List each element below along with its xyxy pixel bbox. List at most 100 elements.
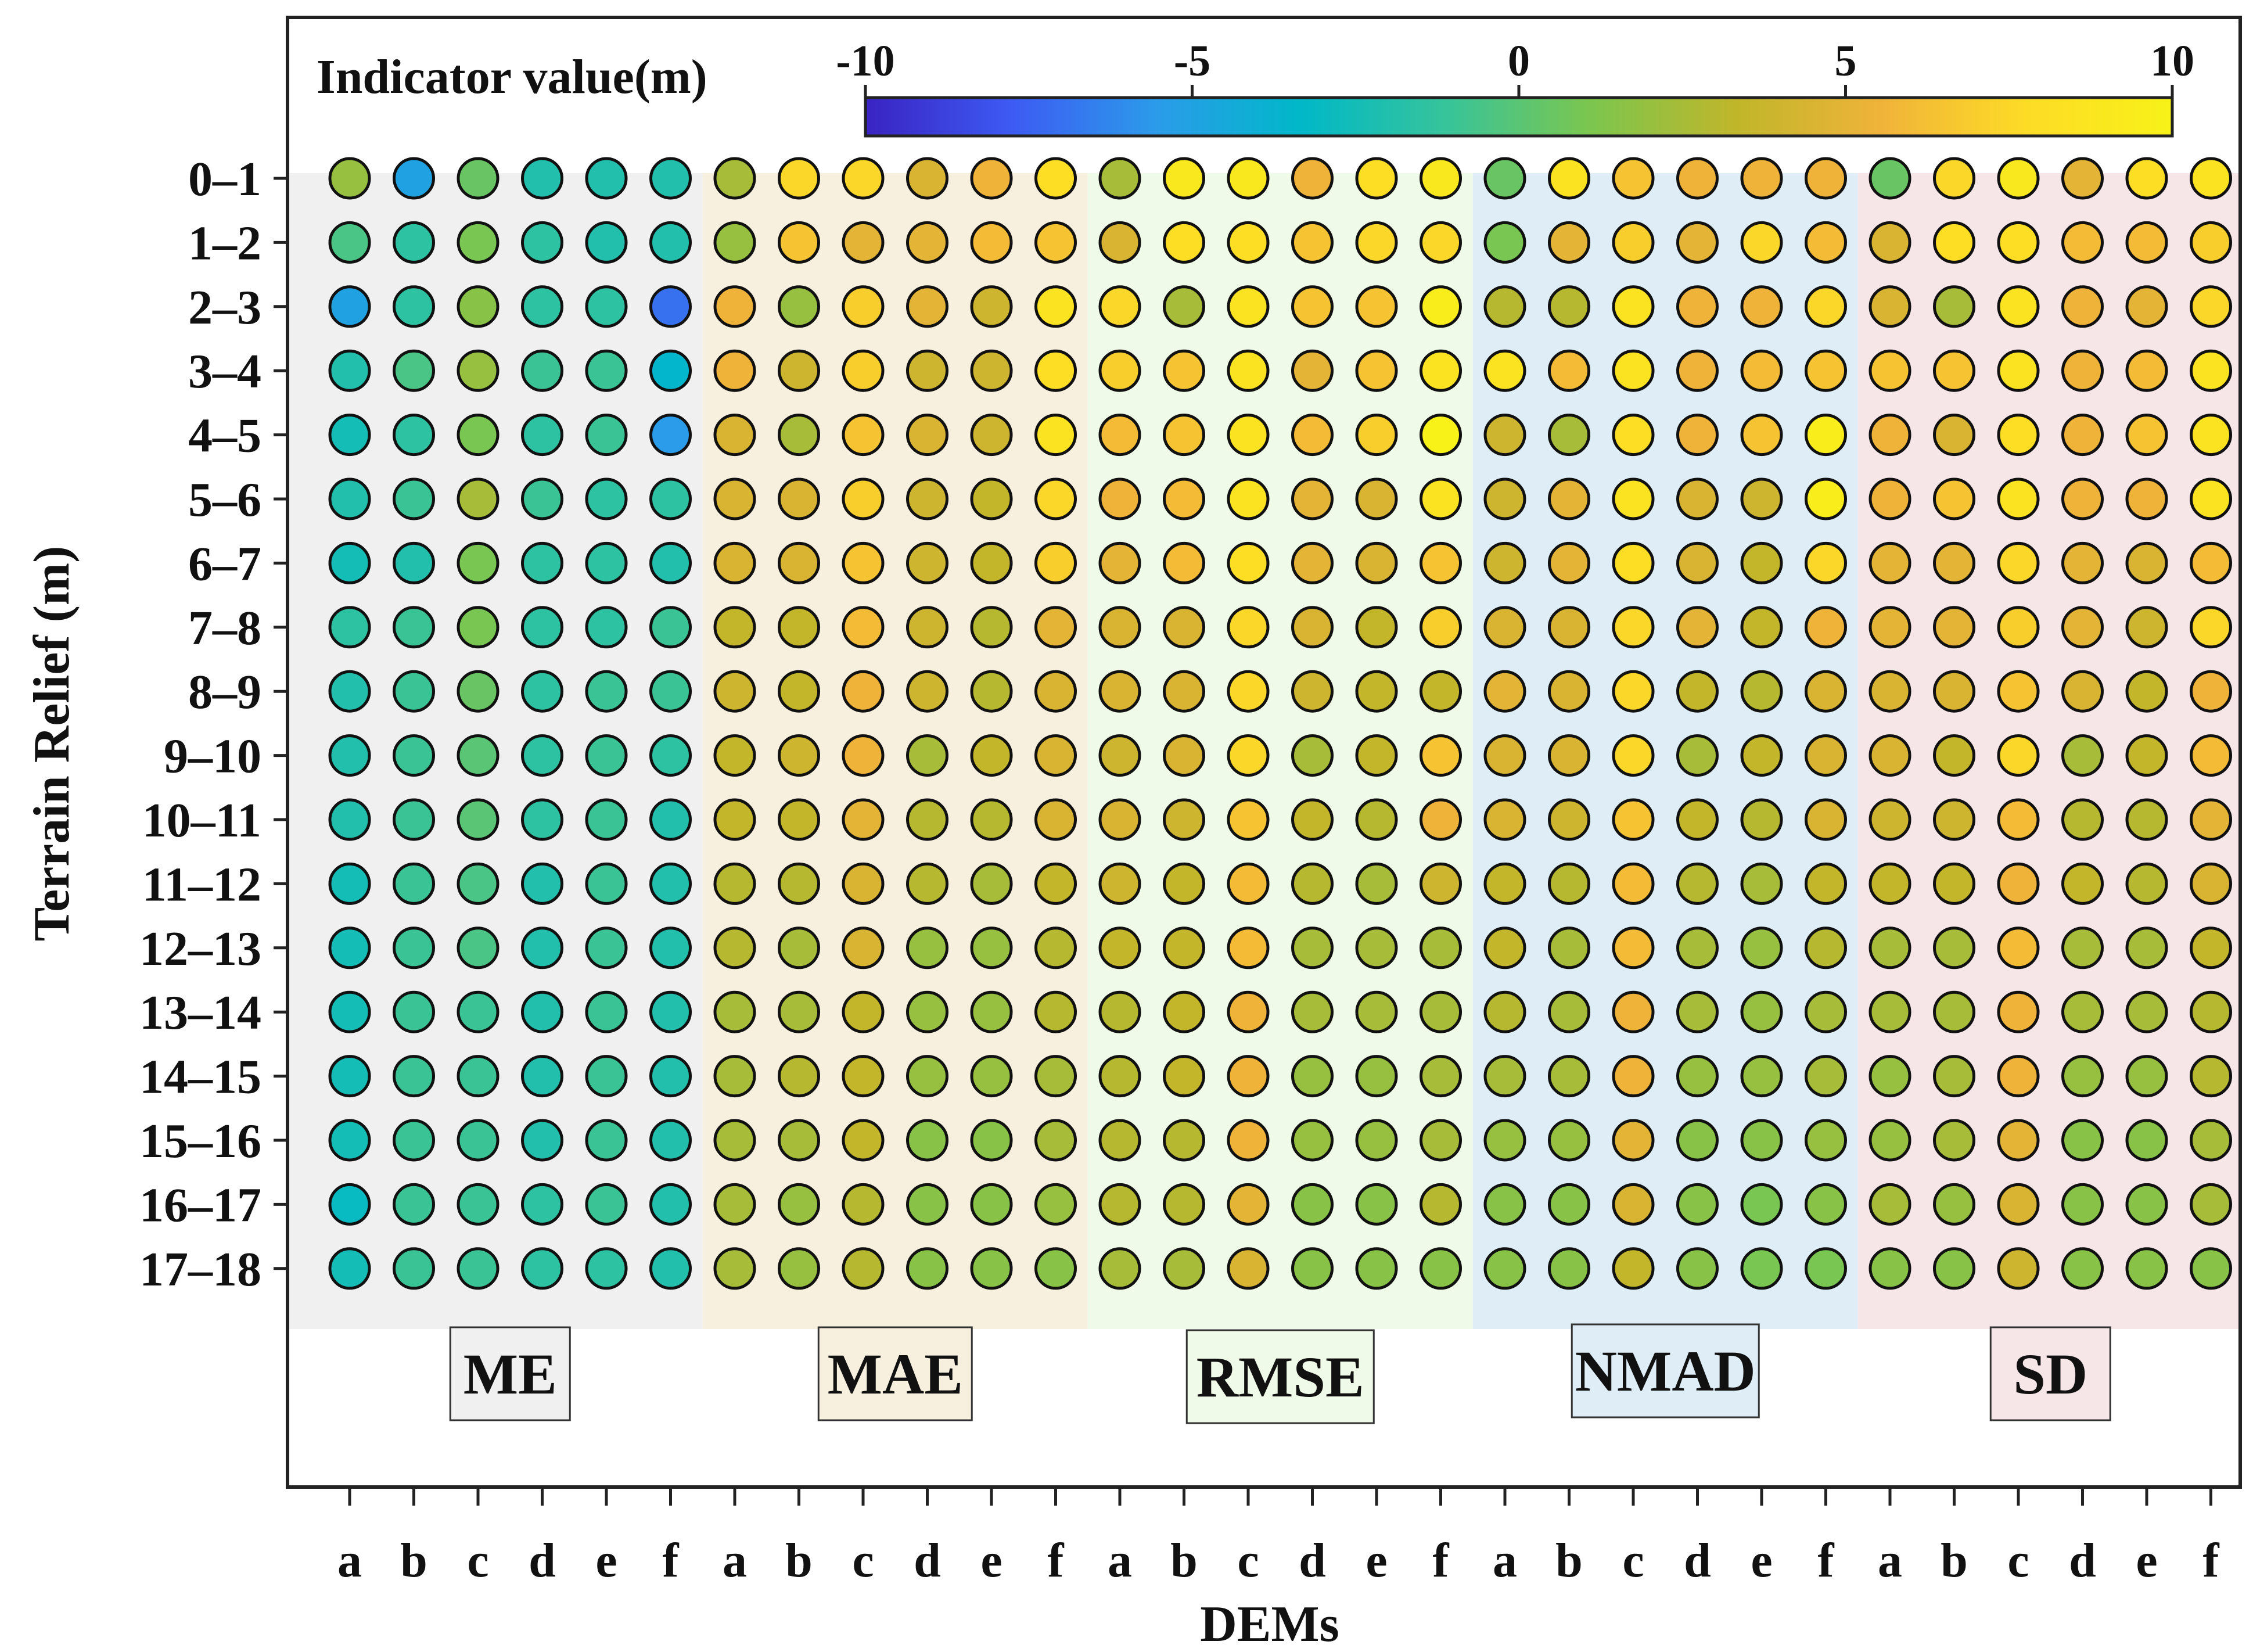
data-point	[1420, 414, 1462, 457]
data-point	[842, 1247, 885, 1290]
data-point	[1805, 1055, 1847, 1098]
data-point	[1676, 798, 1719, 841]
data-point	[1355, 798, 1398, 841]
data-point	[1483, 541, 1526, 584]
data-point	[393, 1119, 435, 1162]
data-point	[1227, 1247, 1270, 1290]
data-point	[1805, 1247, 1847, 1290]
y-tick-label: 11–12	[142, 857, 261, 911]
data-point	[778, 926, 820, 969]
data-point	[1548, 1247, 1590, 1290]
data-point	[1034, 734, 1077, 777]
data-point	[521, 926, 563, 969]
data-point	[1740, 862, 1783, 905]
data-point	[1355, 157, 1398, 200]
data-point	[1612, 414, 1655, 457]
data-point	[1034, 670, 1077, 713]
data-point	[1034, 221, 1077, 264]
data-point	[970, 798, 1013, 841]
data-point	[1933, 670, 1975, 713]
data-point	[2190, 670, 2232, 713]
data-point	[1933, 926, 1975, 969]
data-point	[1805, 606, 1847, 649]
data-point	[1676, 926, 1719, 969]
group-bands	[289, 173, 2238, 1329]
data-point	[521, 157, 563, 200]
data-point	[842, 670, 885, 713]
data-point	[713, 157, 756, 200]
data-point	[1227, 221, 1270, 264]
data-point	[970, 670, 1013, 713]
data-point	[649, 734, 692, 777]
data-point	[842, 606, 885, 649]
data-point	[1420, 606, 1462, 649]
data-point	[521, 414, 563, 457]
data-point	[2190, 285, 2232, 328]
data-point	[585, 414, 628, 457]
data-point	[1420, 1247, 1462, 1290]
data-point	[2061, 477, 2104, 520]
data-point	[1291, 798, 1334, 841]
data-point	[328, 798, 371, 841]
data-point	[1868, 990, 1911, 1033]
data-point	[906, 798, 948, 841]
data-point	[1098, 1247, 1141, 1290]
data-point	[842, 414, 885, 457]
data-point	[649, 1183, 692, 1226]
data-point	[2125, 221, 2168, 264]
x-tick-label: e	[1751, 1534, 1772, 1588]
data-point	[842, 926, 885, 969]
data-point	[1740, 1055, 1783, 1098]
data-point	[1483, 157, 1526, 200]
data-point	[393, 990, 435, 1033]
data-point	[1420, 862, 1462, 905]
data-point	[649, 606, 692, 649]
data-point	[1227, 862, 1270, 905]
data-point	[649, 1055, 692, 1098]
data-point	[1933, 1055, 1975, 1098]
data-point	[970, 606, 1013, 649]
x-tick-label: a	[1108, 1534, 1132, 1588]
data-point	[1163, 990, 1205, 1033]
data-point	[1163, 926, 1205, 969]
data-point	[1933, 221, 1975, 264]
data-point	[328, 1119, 371, 1162]
data-point	[649, 541, 692, 584]
data-point	[1034, 862, 1077, 905]
data-point	[1676, 606, 1719, 649]
data-point	[1612, 1119, 1655, 1162]
data-point	[778, 285, 820, 328]
data-point	[906, 1247, 948, 1290]
data-point	[1227, 734, 1270, 777]
data-point	[1548, 414, 1590, 457]
data-point	[1868, 1247, 1911, 1290]
data-point	[521, 734, 563, 777]
data-point	[1612, 541, 1655, 584]
data-point	[1420, 477, 1462, 520]
data-point	[1548, 670, 1590, 713]
data-point	[1355, 1055, 1398, 1098]
data-point	[1227, 414, 1270, 457]
data-point	[457, 285, 500, 328]
data-point	[1933, 990, 1975, 1033]
data-point	[2061, 734, 2104, 777]
data-point	[906, 670, 948, 713]
data-point	[713, 1055, 756, 1098]
data-point	[778, 477, 820, 520]
data-point	[1098, 734, 1141, 777]
data-point	[906, 1183, 948, 1226]
data-point	[649, 798, 692, 841]
data-point	[649, 1119, 692, 1162]
data-point	[1997, 157, 2040, 200]
x-tick-label: d	[914, 1534, 941, 1588]
data-point	[393, 414, 435, 457]
data-point	[906, 1119, 948, 1162]
data-point	[1163, 1247, 1205, 1290]
data-point	[1612, 670, 1655, 713]
data-point	[328, 1055, 371, 1098]
data-point	[1676, 1055, 1719, 1098]
data-point	[457, 862, 500, 905]
data-point	[1868, 414, 1911, 457]
data-point	[713, 221, 756, 264]
data-point	[1420, 1119, 1462, 1162]
